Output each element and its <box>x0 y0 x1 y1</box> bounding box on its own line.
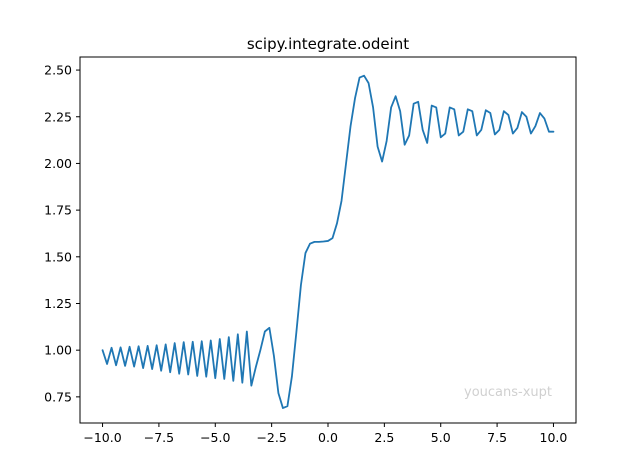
x-tick-label: −2.5 <box>256 430 286 445</box>
y-axis: 0.75 1.00 1.25 1.50 1.75 2.00 2.25 2.50 <box>44 63 80 404</box>
x-tick-label: 2.5 <box>374 430 394 445</box>
x-axis: −10.0 −7.5 −5.0 −2.5 0.0 2.5 5.0 7.5 10.0 <box>83 423 567 445</box>
y-tick-label: 1.75 <box>44 203 72 218</box>
y-tick-label: 1.00 <box>44 343 72 358</box>
y-tick-label: 2.00 <box>44 156 72 171</box>
x-tick-label: 7.5 <box>487 430 507 445</box>
y-tick-label: 1.50 <box>44 249 72 264</box>
chart-title: scipy.integrate.odeint <box>247 35 409 53</box>
plot-frame <box>79 56 577 424</box>
y-tick-label: 1.25 <box>44 296 72 311</box>
series-line <box>101 74 555 409</box>
x-tick-label: 10.0 <box>540 430 568 445</box>
x-tick-label: −10.0 <box>83 430 121 445</box>
x-tick-label: 0.0 <box>318 430 338 445</box>
y-tick-label: 2.50 <box>44 63 72 78</box>
x-tick-label: 5.0 <box>431 430 451 445</box>
x-tick-label: −5.0 <box>200 430 230 445</box>
plot-area <box>101 74 555 409</box>
y-tick-label: 2.25 <box>44 109 72 124</box>
y-tick-label: 0.75 <box>44 389 72 404</box>
watermark-text: youcans-xupt <box>464 385 552 400</box>
x-tick-label: −7.5 <box>144 430 174 445</box>
